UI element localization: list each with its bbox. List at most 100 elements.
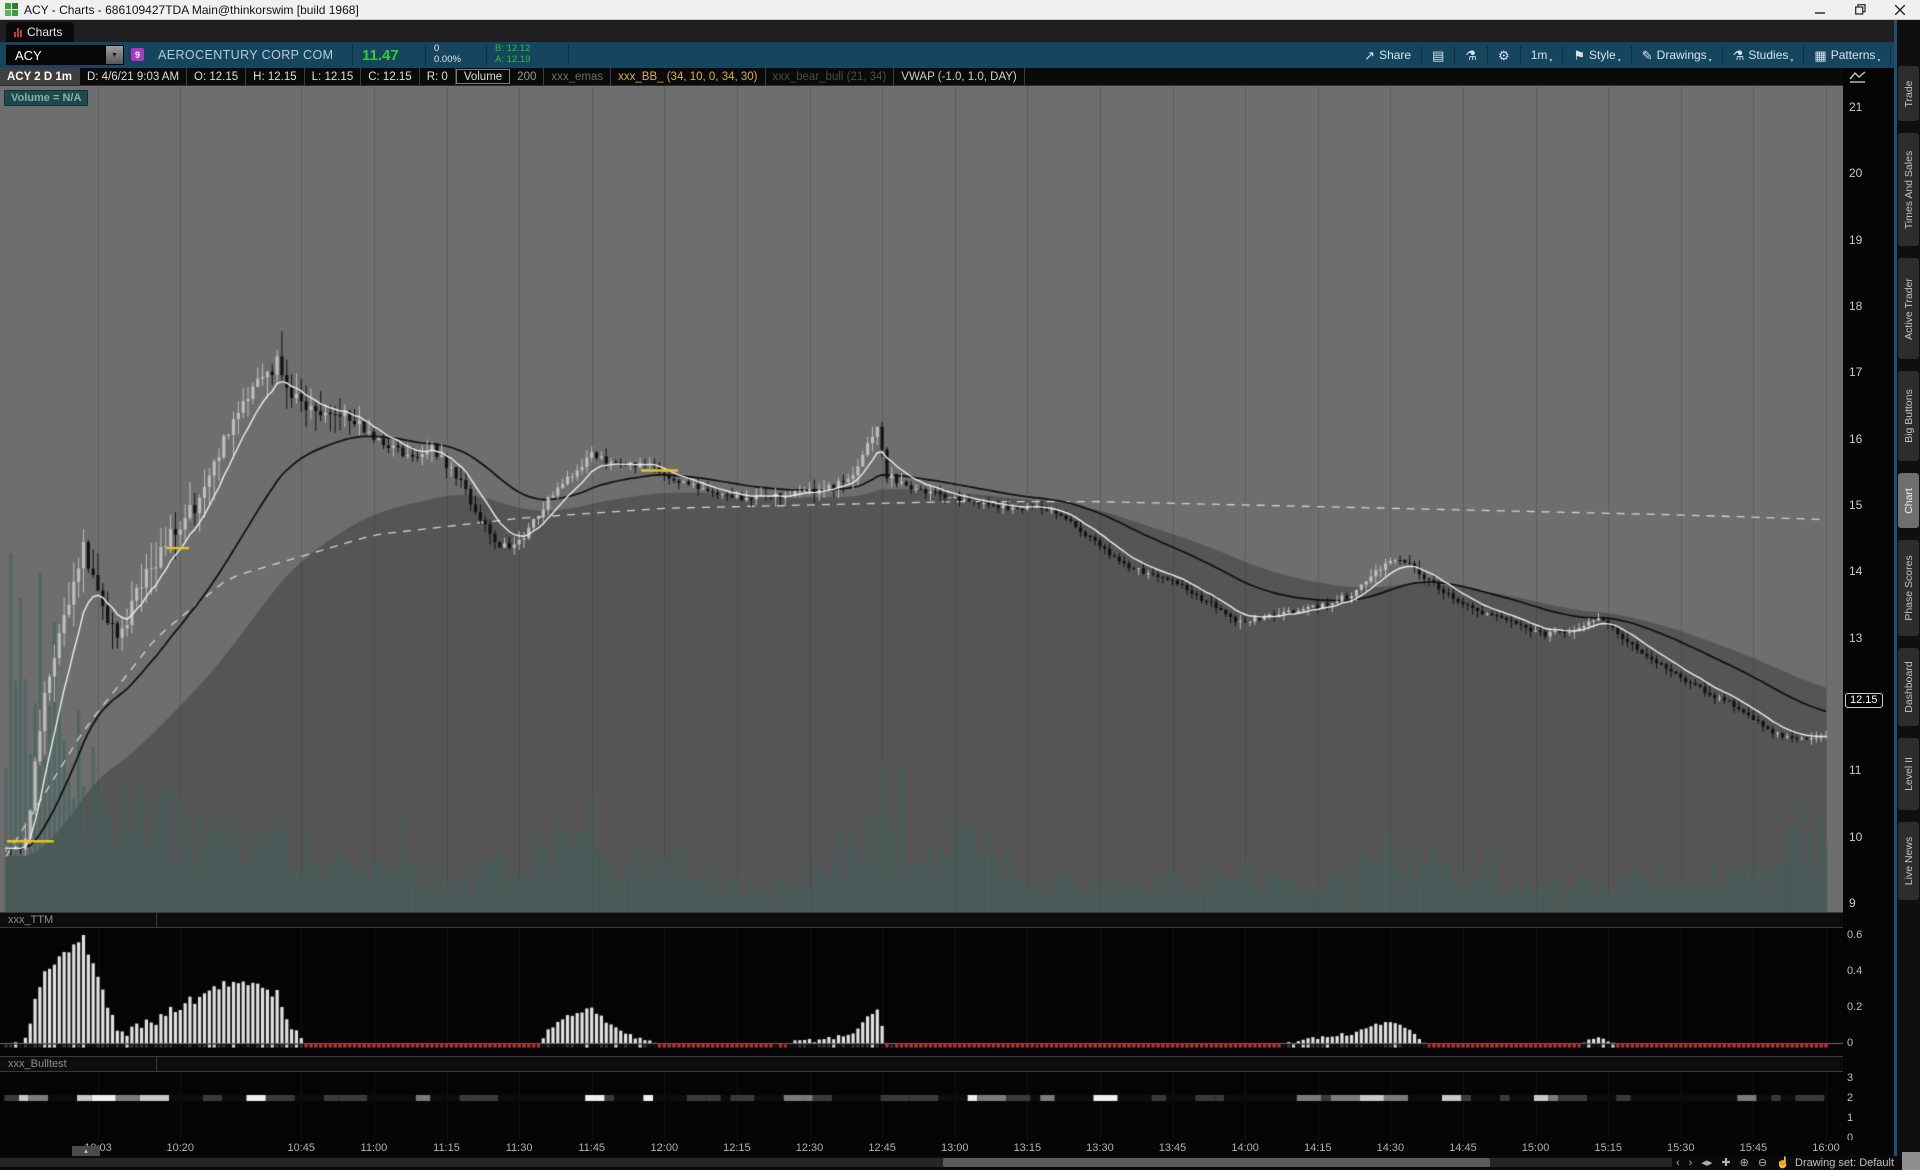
timeframe-button[interactable]: 1m ▾ — [1522, 42, 1562, 68]
divider — [1454, 46, 1456, 64]
pan-left-button[interactable]: ‹ — [1676, 1156, 1680, 1169]
app-icon — [5, 3, 18, 16]
sidebar-tab-times-and-sales[interactable]: Times And Sales — [1898, 133, 1919, 246]
divider — [1421, 46, 1423, 64]
share-label: Share — [1379, 48, 1412, 62]
patterns-button[interactable]: ▦ Patterns ▾ — [1805, 42, 1889, 68]
sidebar-tab-live-news[interactable]: Live News — [1898, 822, 1919, 900]
time-tick-label: 13:30 — [1086, 1142, 1114, 1154]
chart-scrollbar[interactable] — [0, 1158, 1672, 1167]
main-chart-pane[interactable]: Volume = N/A — [0, 86, 1843, 912]
monitor-note-button[interactable]: ▤ — [1423, 42, 1453, 68]
restore-button[interactable] — [1840, 0, 1880, 19]
ttm-tick-label: 0.2 — [1847, 1001, 1863, 1013]
chart-scrollbar-thumb[interactable] — [943, 1158, 1490, 1167]
symbol-input[interactable]: ACY ▼ — [6, 45, 124, 65]
caret-down-icon: ▾ — [1549, 58, 1553, 64]
ohlc-cell: L: 12.15 — [305, 68, 362, 85]
pan-right-button[interactable]: › — [1688, 1156, 1693, 1169]
style-label: Style — [1589, 48, 1616, 62]
close-button[interactable] — [1880, 0, 1920, 19]
change-percent: 0.00% — [434, 53, 461, 65]
window-title: ACY - Charts - 686109427TDA Main@thinkor… — [24, 2, 359, 17]
divider — [1890, 46, 1892, 64]
time-axis[interactable]: 10:0310:2010:4511:0011:1511:3011:4512:00… — [0, 1140, 1897, 1156]
ohlc-cell[interactable]: Volume — [455, 69, 511, 84]
price-tick-label: 10 — [1849, 829, 1863, 844]
toolbar-buttons: ↗ Share ▤ ⚗ ⚙ 1m ▾ ⚑ Style ▾ ✎ Drawings ▾ ⚗ Studies ▾ ▦ P… — [1355, 42, 1918, 68]
ohlc-cell[interactable]: xxx_emas — [544, 68, 612, 85]
sidebar-tab-label: Trade — [1902, 79, 1915, 108]
drawing-set-status[interactable]: Drawing set: Default — [1795, 1157, 1895, 1169]
quick-study-button[interactable]: ⚗ — [1456, 42, 1486, 68]
price-tick-label: 16 — [1849, 431, 1863, 446]
chart-settings-button[interactable]: ⚙ — [1489, 42, 1519, 68]
ohlc-cell: 200 — [510, 68, 545, 85]
chart-settings-icon: ⚙ — [1498, 47, 1510, 63]
ohlc-cell[interactable]: VWAP (-1.0, 1.0, DAY) — [894, 68, 1025, 85]
price-axis[interactable] — [1843, 68, 1897, 1140]
sidebar-tab-dashboard[interactable]: Dashboard — [1898, 648, 1919, 726]
volume-na-badge: Volume = N/A — [4, 90, 89, 106]
ttm-panel-header: xxx_TTM — [0, 912, 1843, 928]
bulltest-canvas[interactable] — [0, 1072, 1843, 1140]
crosshair-button[interactable]: ✚ — [1721, 1156, 1731, 1169]
ohlc-cell[interactable]: xxx_BB_ (34, 10, 0, 34, 30) — [611, 68, 766, 85]
sidebar-tab-label: Big Buttons — [1902, 389, 1915, 443]
divider — [1519, 46, 1521, 64]
time-tick-label: 15:00 — [1521, 1142, 1550, 1154]
tab-charts[interactable]: Charts — [6, 22, 75, 42]
style-button[interactable]: ⚑ Style ▾ — [1564, 42, 1629, 68]
sidebar-tab-label: Chart — [1902, 487, 1915, 514]
divider — [1562, 46, 1564, 64]
bid-value: B: 12.12 — [495, 43, 531, 54]
time-tick-label: 12:45 — [868, 1142, 896, 1154]
pane-expand-handle[interactable]: ▴ — [72, 1146, 100, 1156]
symbol-dropdown-button[interactable]: ▼ — [105, 46, 123, 64]
cursor-mode-button[interactable]: ☝ — [1776, 1156, 1790, 1169]
sidebar-tab-trade[interactable]: Trade — [1898, 66, 1919, 121]
monitor-note-icon: ▤ — [1432, 47, 1445, 63]
time-tick-label: 12:30 — [795, 1142, 824, 1154]
sidebar-tab-active-trader[interactable]: Active Trader — [1898, 258, 1919, 359]
divider — [425, 45, 426, 65]
zoom-in-button[interactable]: ⊕ — [1739, 1156, 1749, 1169]
divider — [568, 45, 569, 65]
company-name: AEROCENTURY CORP COM — [158, 48, 334, 62]
title-bar: ACY - Charts - 686109427TDA Main@thinkor… — [0, 0, 1920, 20]
window-resize-grip[interactable] — [1902, 1152, 1920, 1170]
price-axis-settings-icon[interactable] — [1849, 71, 1867, 83]
zoom-out-button[interactable]: ⊖ — [1757, 1156, 1768, 1169]
price-tick-label: 20 — [1849, 166, 1863, 181]
time-tick-label: 11:30 — [505, 1142, 533, 1154]
time-tick-label: 15:15 — [1594, 1142, 1622, 1154]
price-tick-label: 19 — [1849, 232, 1863, 247]
time-tick-label: 14:45 — [1449, 1142, 1477, 1154]
candlestick-chart-canvas[interactable] — [0, 86, 1843, 912]
sidebar-tab-level-ii[interactable]: Level II — [1898, 738, 1919, 810]
sidebar-tab-chart[interactable]: Chart — [1898, 473, 1919, 528]
studies-button[interactable]: ⚗ Studies ▾ — [1724, 42, 1803, 68]
ohlc-cell: H: 12.15 — [246, 68, 305, 85]
symbol-flag-badge[interactable]: 9 — [131, 48, 144, 61]
share-button[interactable]: ↗ Share — [1355, 42, 1420, 68]
caret-down-icon: ▾ — [1877, 58, 1881, 64]
symbol-value: ACY — [15, 47, 42, 63]
ttm-panel-label[interactable]: xxx_TTM — [0, 913, 157, 927]
drawings-button[interactable]: ✎ Drawings ▾ — [1633, 42, 1721, 68]
sidebar-tab-big-buttons[interactable]: Big Buttons — [1898, 371, 1919, 461]
ttm-histogram-canvas[interactable] — [0, 928, 1843, 1048]
minimize-button[interactable] — [1800, 0, 1840, 19]
time-tick-label: 10:45 — [287, 1142, 316, 1154]
time-tick-label: 13:45 — [1158, 1142, 1187, 1154]
ohlc-cell[interactable]: xxx_bear_bull (21, 34) — [766, 68, 895, 85]
bulltest-tick-label: 2 — [1847, 1092, 1854, 1104]
auto-scroll-button[interactable]: ◂▸ — [1701, 1156, 1713, 1169]
bulltest-panel-label[interactable]: xxx_Bulltest — [0, 1057, 157, 1071]
divider — [486, 45, 487, 65]
sidebar-tab-phase-scores[interactable]: Phase Scores — [1898, 540, 1919, 636]
sidebar-tab-label: Times And Sales — [1902, 150, 1915, 229]
chart-nav-controls: ‹ › ◂▸ ✚ ⊕ ⊖ ☝ — [1676, 1156, 1790, 1170]
time-tick-label: 14:00 — [1231, 1142, 1259, 1154]
